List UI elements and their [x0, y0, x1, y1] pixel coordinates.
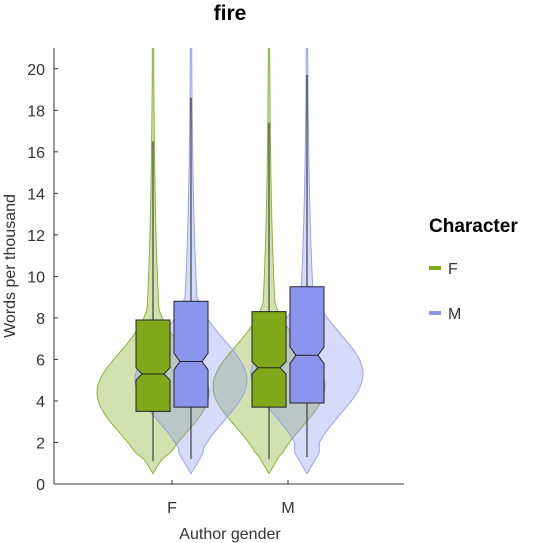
y-tick-label-2: 2	[36, 435, 45, 452]
y-tick-label-12: 12	[27, 228, 45, 245]
box-M-F	[173, 300, 209, 408]
y-tick-label-18: 18	[27, 103, 45, 120]
y-tick-label-0: 0	[36, 477, 45, 494]
y-axis-title: Words per thousand	[2, 194, 19, 338]
chart-title: fire	[214, 2, 247, 25]
y-tick-label-16: 16	[27, 145, 45, 162]
y-tick-label-10: 10	[27, 269, 45, 286]
box-M-M	[289, 286, 325, 404]
legend-label-F: F	[448, 261, 458, 278]
box-F-F	[135, 319, 171, 412]
axes: 0 2 4 6 8 10 12 14 16 18 20 F M	[27, 48, 404, 517]
y-tick-label-14: 14	[27, 186, 45, 203]
x-tick-label-F: F	[167, 500, 177, 517]
box-F-M	[251, 311, 287, 408]
legend-label-M: M	[448, 306, 461, 323]
plot-area	[96, 48, 364, 475]
y-tick-label-4: 4	[36, 394, 45, 411]
x-tick-label-M: M	[281, 500, 294, 517]
y-tick-label-20: 20	[27, 62, 45, 79]
legend-title: Character	[429, 216, 518, 237]
y-tick-label-8: 8	[36, 311, 45, 328]
y-tick-label-6: 6	[36, 352, 45, 369]
legend: Character F M	[429, 216, 518, 323]
x-axis-title: Author gender	[179, 526, 281, 543]
